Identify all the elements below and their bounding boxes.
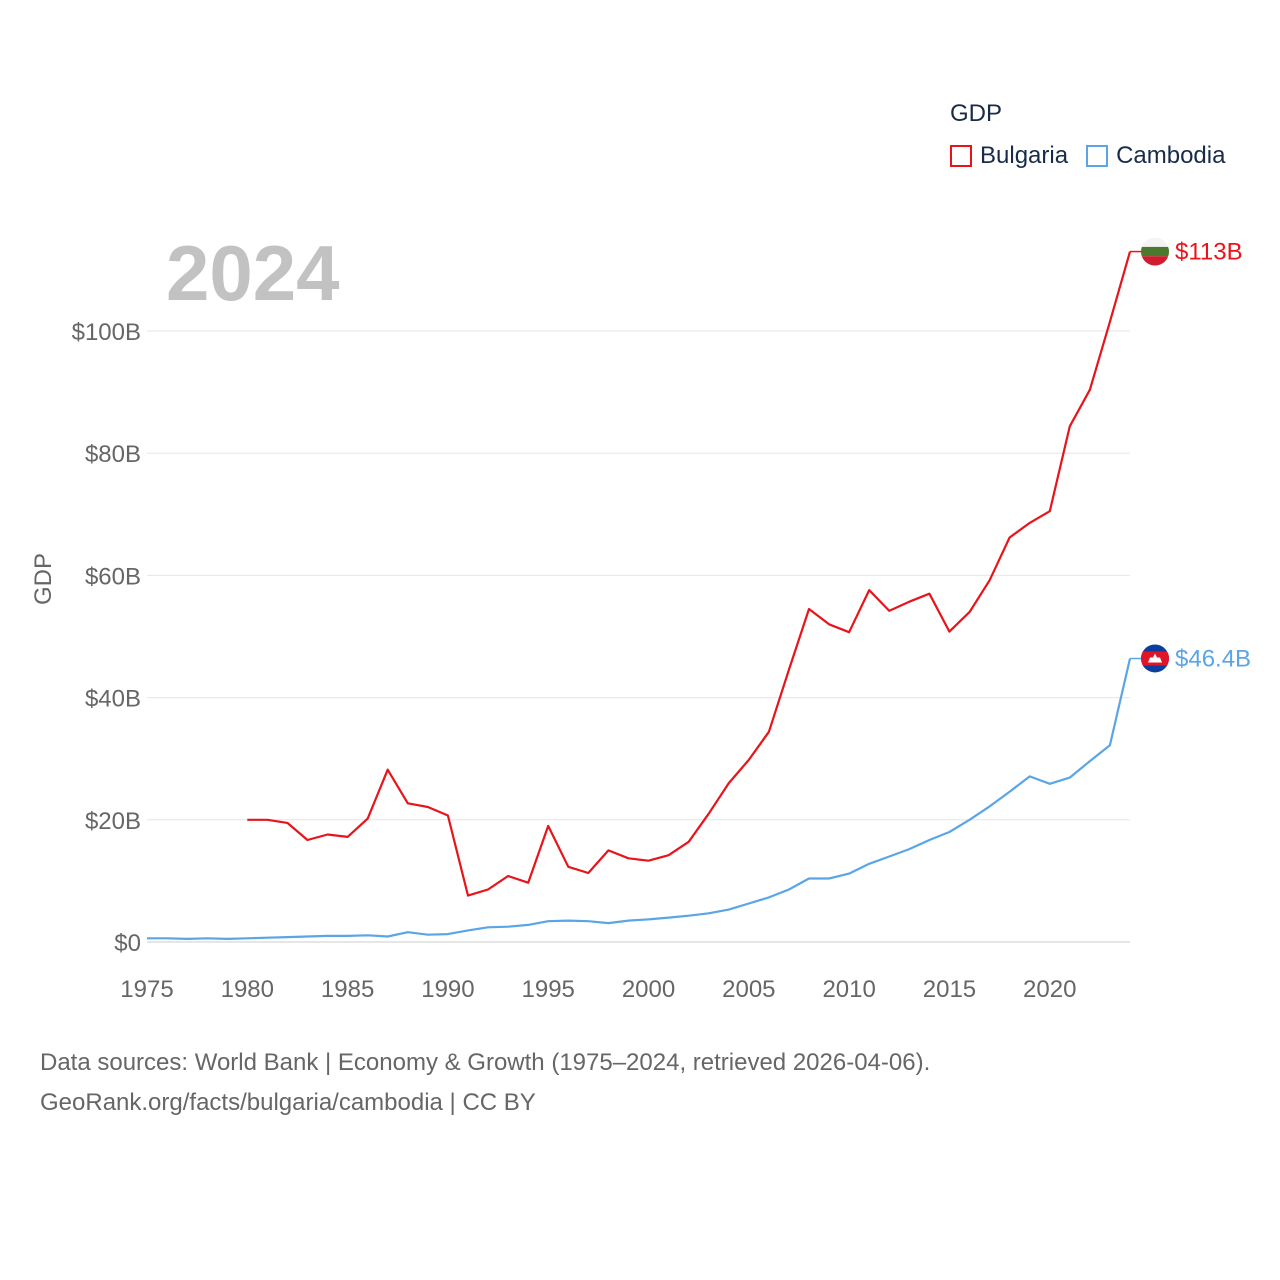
y-tick-label: $20B (85, 808, 141, 835)
source-line-1: Data sources: World Bank | Economy & Gro… (40, 1049, 931, 1076)
x-tick-label: 2005 (722, 976, 775, 1003)
source-link[interactable]: GeoRank.org/facts/bulgaria/cambodia | CC… (40, 1089, 536, 1116)
legend-label-cambodia: Cambodia (1116, 142, 1226, 169)
x-tick-label: 1995 (522, 976, 575, 1003)
x-tick-label: 2010 (822, 976, 875, 1003)
y-tick-label: $80B (85, 441, 141, 468)
end-markers: $113B $46.4B (1130, 237, 1251, 673)
x-tick-label: 2020 (1023, 976, 1076, 1003)
legend-title: GDP (950, 100, 1003, 127)
cambodia-flag-icon (1141, 644, 1169, 673)
y-axis-title: GDP (30, 553, 57, 605)
legend-swatch-cambodia (1086, 145, 1109, 167)
series-lines (147, 251, 1132, 941)
x-tick-label: 1980 (221, 976, 274, 1003)
x-tick-label: 1975 (120, 976, 173, 1003)
year-label: 2024 (166, 229, 340, 317)
series-line-cambodia[interactable] (147, 658, 1132, 941)
y-tick-label: $100B (72, 319, 141, 346)
x-tick-label: 2015 (923, 976, 976, 1003)
y-tick-label: $40B (85, 686, 141, 713)
end-label-cambodia: $46.4B (1175, 645, 1251, 672)
x-tick-label: 1990 (421, 976, 474, 1003)
bulgaria-flag-icon (1141, 237, 1169, 266)
gridlines (147, 330, 1130, 943)
end-label-bulgaria: $113B (1175, 239, 1243, 266)
x-tick-label: 1985 (321, 976, 374, 1003)
legend-swatch-bulgaria (950, 145, 972, 167)
x-tick-label: 2000 (622, 976, 675, 1003)
y-axis-ticks: $0 $20B $40B $60B $80B $100B (72, 319, 141, 957)
y-tick-label: $0 (114, 930, 141, 957)
x-axis-ticks: 1975 1980 1985 1990 1995 2000 2005 2010 2015 2020 (120, 976, 1076, 1003)
legend-item-bulgaria[interactable]: Bulgaria (950, 142, 1068, 170)
legend: Bulgaria Cambodia (950, 142, 1243, 170)
y-tick-label: $60B (85, 563, 141, 590)
source-note: Data sources: World Bank | Economy & Gro… (40, 1043, 930, 1123)
legend-label-bulgaria: Bulgaria (980, 142, 1069, 169)
legend-item-cambodia[interactable]: Cambodia (1086, 142, 1225, 170)
series-line-bulgaria[interactable] (247, 251, 1132, 897)
